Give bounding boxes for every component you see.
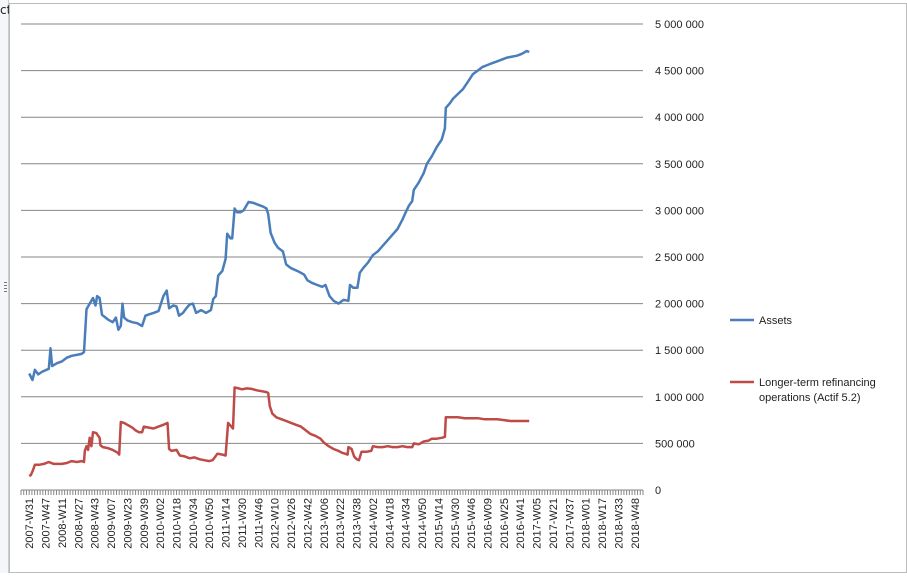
x-tick-label: 2008-W27 xyxy=(73,498,85,549)
x-tick-label: 2010-W18 xyxy=(172,498,184,549)
y-tick-label: 1 000 000 xyxy=(655,392,704,404)
series-lines xyxy=(28,49,530,478)
legend-label-line: operations (Actif 5.2) xyxy=(759,392,861,404)
x-tick-label: 2015-W30 xyxy=(450,498,462,549)
y-tick-label: 3 500 000 xyxy=(655,159,704,171)
x-tick-label: 2018-W48 xyxy=(630,498,642,549)
y-tick-label: 5 000 000 xyxy=(655,19,704,31)
x-tick-label: 2010-W02 xyxy=(155,498,167,549)
series-line-ltro xyxy=(28,386,530,478)
x-tick-label: 2008-W43 xyxy=(90,498,102,549)
legend-label: Assets xyxy=(759,315,793,327)
x-tick-label: 2010-W50 xyxy=(204,498,216,549)
x-tick-label: 2010-W34 xyxy=(188,498,200,549)
x-tick-label: 2013-W22 xyxy=(335,498,347,549)
x-tick-label: 2015-W14 xyxy=(433,498,445,549)
y-tick-label: 2 000 000 xyxy=(655,299,704,311)
x-tick-label: 2011-W14 xyxy=(221,498,233,548)
x-tick-label: 2011-W46 xyxy=(253,498,265,548)
x-axis xyxy=(20,489,644,495)
x-tick-label: 2014-W34 xyxy=(401,498,413,549)
legend[interactable]: Assets Longer-term refinancing operations … xyxy=(730,315,876,404)
x-tick-label: 2013-W06 xyxy=(319,498,331,549)
x-tick-label: 2014-W02 xyxy=(368,498,380,549)
line-chart: 0 500 000 1 000 000 1 500 000 2 000 000 2 500… xyxy=(20,19,876,549)
y-tick-label: 0 xyxy=(655,485,661,497)
x-tick-label: 2012-W10 xyxy=(270,498,282,549)
x-tick-label: 2007-W47 xyxy=(41,498,53,549)
chart-area[interactable]: 0 500 000 1 000 000 1 500 000 2 000 000 2 500… xyxy=(9,3,907,573)
y-tick-label: 1 500 000 xyxy=(655,345,704,357)
y-tick-label: 3 000 000 xyxy=(655,205,704,217)
x-tick-label: 2017-W37 xyxy=(564,498,576,549)
x-tick-label: 2018-W33 xyxy=(613,498,625,549)
x-tick-labels: 2007-W31 2007-W47 2008-W11 2008-W27 2008-W43… xyxy=(24,498,642,549)
x-tick-label: 2017-W21 xyxy=(548,498,560,549)
x-tick-label: 2013-W38 xyxy=(352,498,364,549)
y-tick-label: 2 500 000 xyxy=(655,252,704,264)
x-tick-label: 2015-W46 xyxy=(466,498,478,549)
x-tick-label: 2016-W41 xyxy=(515,498,527,549)
x-tick-label: 2016-W09 xyxy=(483,498,495,549)
x-tick-label: 2012-W26 xyxy=(286,498,298,549)
x-tick-label: 2011-W30 xyxy=(237,498,249,548)
x-tick-label: 2014-W50 xyxy=(417,498,429,549)
x-tick-label: 2008-W11 xyxy=(57,498,69,548)
x-tick-label: 2009-W23 xyxy=(122,498,134,549)
x-tick-label: 2009-W39 xyxy=(139,498,151,549)
x-tick-label: 2014-W18 xyxy=(384,498,396,549)
x-tick-label: 2018-W01 xyxy=(581,498,593,549)
x-tick-label: 2016-W25 xyxy=(499,498,511,549)
cell-text-fragment: ct xyxy=(0,3,12,17)
y-tick-label: 500 000 xyxy=(655,438,695,450)
y-axis: 0 500 000 1 000 000 1 500 000 2 000 000 2 500… xyxy=(655,19,704,497)
y-tick-label: 4 500 000 xyxy=(655,66,704,78)
legend-label-line: Longer-term refinancing xyxy=(759,377,876,389)
y-tick-label: 4 000 000 xyxy=(655,112,704,124)
x-tick-label: 2012-W42 xyxy=(302,498,314,549)
chart-resize-handle[interactable] xyxy=(4,282,7,292)
series-line-assets xyxy=(28,49,530,382)
x-tick-label: 2017-W05 xyxy=(532,498,544,549)
gridlines xyxy=(21,23,643,444)
legend-label: Longer-term refinancing operations (Actif… xyxy=(759,377,876,404)
x-tick-label: 2018-W17 xyxy=(597,498,609,549)
x-tick-label: 2007-W31 xyxy=(24,498,36,549)
x-tick-label: 2009-W07 xyxy=(106,498,118,549)
